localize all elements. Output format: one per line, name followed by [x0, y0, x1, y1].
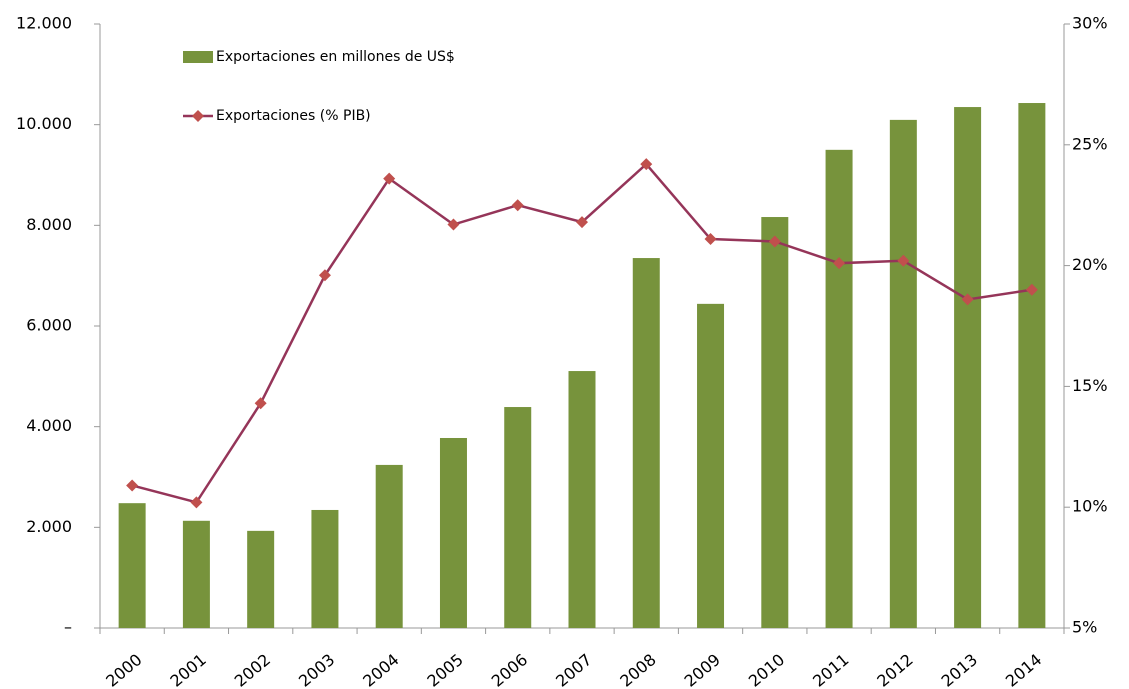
marker	[1025, 283, 1038, 296]
y-tick-label: 6.000	[26, 316, 72, 335]
bar	[568, 371, 596, 628]
y-tick-label: 2.000	[26, 517, 72, 536]
x-tick-label: 2013	[938, 650, 981, 689]
x-tick-label: 2011	[809, 650, 852, 689]
legend-label: Exportaciones (% PIB)	[216, 108, 371, 124]
bar	[697, 303, 725, 628]
bar	[311, 509, 339, 628]
y2-tick-label: 25%	[1072, 134, 1108, 153]
marker	[126, 479, 139, 492]
x-tick-label: 2003	[295, 650, 338, 689]
bar	[954, 107, 982, 629]
marker	[768, 235, 781, 248]
y-tick-label: 12.000	[16, 14, 72, 33]
bar	[182, 520, 210, 628]
marker	[447, 218, 460, 231]
marker	[576, 216, 588, 229]
y2-tick-label: 30%	[1072, 14, 1108, 33]
bar	[1018, 103, 1046, 629]
bar	[504, 407, 532, 628]
bar	[439, 437, 467, 628]
x-tick-label: 2002	[231, 650, 274, 689]
x-tick-label: 2000	[102, 650, 145, 689]
bar	[632, 258, 660, 628]
y-tick-label: 8.000	[26, 215, 72, 234]
marker	[383, 172, 396, 185]
bar	[118, 503, 146, 628]
marker	[318, 269, 331, 282]
marker	[961, 293, 974, 306]
legend-label: Exportaciones en millones de US$	[216, 49, 455, 65]
x-tick-label: 2014	[1002, 650, 1045, 689]
y2-tick-label: 15%	[1072, 376, 1108, 395]
y2-tick-label: 5%	[1072, 618, 1097, 637]
x-tick-label: 2012	[873, 650, 916, 689]
x-tick-label: 2006	[488, 650, 531, 689]
marker	[640, 158, 653, 171]
x-tick-label: 2004	[359, 650, 402, 689]
bar	[761, 217, 789, 629]
x-tick-label: 2009	[681, 650, 724, 689]
y-tick-label: 10.000	[16, 114, 72, 133]
y2-tick-label: 20%	[1072, 255, 1108, 274]
marker	[704, 233, 717, 246]
y-tick-label: 4.000	[26, 416, 72, 435]
legend-swatch	[183, 51, 213, 63]
marker	[254, 397, 267, 410]
bar	[375, 464, 403, 628]
x-tick-label: 2005	[424, 650, 467, 689]
marker	[897, 254, 910, 267]
bar	[247, 530, 275, 628]
marker	[190, 496, 203, 509]
x-tick-label: 2001	[166, 650, 209, 689]
x-tick-label: 2008	[616, 650, 659, 689]
x-tick-label: 2010	[745, 650, 788, 689]
legend-marker	[192, 110, 204, 122]
y-tick-label: –	[64, 618, 72, 637]
x-tick-label: 2007	[552, 650, 595, 689]
marker	[833, 257, 846, 270]
bar	[889, 119, 917, 628]
bar	[825, 149, 853, 629]
marker	[511, 199, 524, 212]
y2-tick-label: 10%	[1072, 497, 1108, 516]
